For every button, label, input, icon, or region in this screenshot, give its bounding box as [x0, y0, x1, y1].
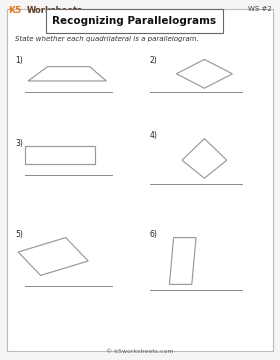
Text: State whether each quadrilateral is a parallelogram.: State whether each quadrilateral is a pa… [15, 36, 199, 42]
Polygon shape [18, 238, 88, 275]
FancyBboxPatch shape [46, 9, 223, 33]
Text: WS #2: WS #2 [248, 6, 272, 12]
FancyBboxPatch shape [7, 9, 273, 351]
Text: K5: K5 [8, 6, 22, 15]
Polygon shape [176, 59, 232, 88]
Text: 1): 1) [15, 56, 23, 65]
Polygon shape [28, 67, 106, 81]
Text: © k5worksheets.com: © k5worksheets.com [106, 348, 174, 354]
Text: 3): 3) [15, 139, 23, 148]
Polygon shape [182, 139, 227, 178]
Text: Recognizing Parallelograms: Recognizing Parallelograms [52, 16, 216, 26]
Polygon shape [169, 238, 196, 284]
Text: Worksheets: Worksheets [27, 6, 83, 15]
Text: 2): 2) [150, 56, 158, 65]
Polygon shape [25, 146, 95, 164]
Text: 4): 4) [150, 131, 158, 140]
Text: 6): 6) [150, 230, 158, 239]
Text: 5): 5) [15, 230, 23, 239]
